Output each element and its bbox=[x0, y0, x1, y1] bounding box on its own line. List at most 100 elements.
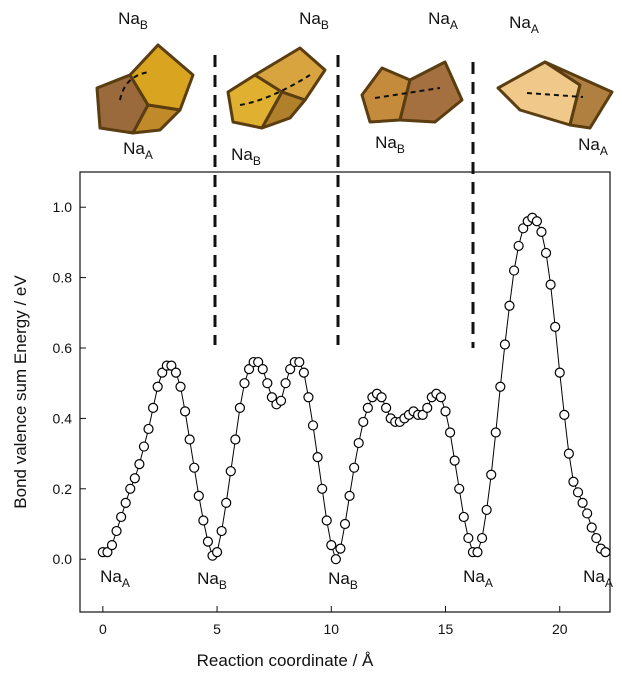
label-subscript: A bbox=[531, 22, 539, 36]
data-point bbox=[157, 367, 168, 378]
data-point bbox=[202, 536, 214, 547]
data-point bbox=[458, 511, 469, 523]
data-point bbox=[490, 427, 501, 438]
data-point bbox=[138, 441, 150, 452]
label-base: Na bbox=[299, 9, 321, 28]
data-point bbox=[230, 434, 241, 445]
data-point bbox=[148, 402, 159, 413]
label-base: Na bbox=[463, 567, 485, 586]
point-label: NaB bbox=[197, 569, 227, 592]
data-point bbox=[225, 466, 236, 477]
data-point bbox=[317, 483, 328, 494]
label-subscript: B bbox=[397, 142, 405, 156]
structures bbox=[95, 43, 614, 135]
label-subscript: B bbox=[219, 578, 227, 592]
data-point bbox=[600, 547, 611, 558]
data-point bbox=[175, 381, 186, 392]
point-label: NaA bbox=[583, 567, 613, 590]
label-base: Na bbox=[118, 9, 140, 28]
data-point bbox=[339, 518, 351, 530]
data-point bbox=[577, 497, 588, 508]
data-point bbox=[253, 356, 264, 368]
label-base: Na bbox=[509, 13, 531, 32]
label-subscript: A bbox=[450, 18, 458, 32]
label-subscript: A bbox=[485, 576, 493, 590]
data-point bbox=[591, 532, 602, 544]
label-base: Na bbox=[583, 567, 605, 586]
data-point bbox=[358, 416, 369, 428]
data-point bbox=[221, 497, 232, 508]
data-point bbox=[298, 367, 309, 378]
y-tick-label: 0.6 bbox=[53, 340, 73, 356]
plot-frame bbox=[79, 171, 611, 613]
data-point bbox=[285, 364, 296, 375]
data-point bbox=[495, 381, 506, 392]
data-point bbox=[376, 392, 387, 403]
polyhedron bbox=[128, 43, 195, 112]
label-subscript: B bbox=[140, 18, 148, 32]
data-point bbox=[476, 532, 488, 544]
label-base: Na bbox=[100, 567, 122, 586]
polyhedron bbox=[131, 103, 182, 135]
data-point bbox=[294, 356, 305, 368]
x-tick-label: 20 bbox=[552, 621, 568, 637]
data-point bbox=[184, 434, 195, 445]
data-point bbox=[545, 279, 556, 290]
label-base: Na bbox=[375, 133, 397, 152]
label-subscript: B bbox=[253, 154, 261, 168]
data-point bbox=[102, 547, 113, 558]
label-subscript: A bbox=[145, 148, 153, 162]
polyhedron bbox=[260, 90, 307, 130]
point-label: NaB bbox=[328, 569, 358, 592]
data-point bbox=[179, 406, 191, 417]
label-subscript: A bbox=[605, 576, 613, 590]
data-point bbox=[381, 402, 392, 413]
data-point bbox=[586, 522, 597, 533]
data-point bbox=[312, 452, 323, 463]
data-point bbox=[362, 402, 373, 413]
data-point bbox=[536, 226, 547, 237]
data-point bbox=[499, 339, 511, 350]
data-point bbox=[111, 525, 122, 537]
data-point bbox=[508, 265, 520, 276]
data-point bbox=[559, 409, 570, 420]
data-point bbox=[572, 487, 584, 498]
data-point bbox=[463, 532, 474, 544]
polyhedron bbox=[398, 60, 464, 124]
data-point bbox=[349, 462, 360, 473]
structure-label: NaA bbox=[428, 9, 458, 32]
data-point bbox=[326, 540, 337, 551]
data-point bbox=[275, 395, 287, 406]
data-point bbox=[134, 459, 145, 470]
data-point bbox=[353, 437, 364, 449]
y-tick-label: 0.2 bbox=[53, 481, 73, 497]
data-point bbox=[166, 360, 177, 371]
label-base: Na bbox=[578, 135, 600, 154]
data-point bbox=[189, 462, 200, 473]
label-base: Na bbox=[428, 9, 450, 28]
structure-label: NaB bbox=[118, 9, 148, 32]
label-base: Na bbox=[231, 145, 253, 164]
structure-label: NaB bbox=[231, 145, 261, 168]
label-subscript: A bbox=[122, 576, 130, 590]
point-label: NaA bbox=[463, 567, 493, 590]
data-point bbox=[504, 300, 515, 311]
structure-label: NaB bbox=[299, 9, 329, 32]
data-point bbox=[568, 476, 579, 487]
data-point bbox=[120, 497, 131, 508]
structure-label: NaA bbox=[509, 13, 539, 36]
data-point bbox=[513, 240, 524, 252]
data-point bbox=[129, 473, 140, 484]
data-point bbox=[330, 554, 341, 565]
data-point bbox=[417, 409, 428, 420]
data-point bbox=[152, 381, 163, 392]
data-point bbox=[234, 402, 246, 413]
data-point bbox=[193, 490, 204, 501]
data-point bbox=[280, 378, 291, 389]
x-tick-label: 10 bbox=[324, 621, 340, 637]
structure-label: NaA bbox=[123, 139, 153, 162]
data-point bbox=[554, 367, 565, 378]
structure-label: NaA bbox=[578, 135, 608, 158]
data-point bbox=[550, 321, 561, 332]
data-point bbox=[198, 515, 209, 526]
